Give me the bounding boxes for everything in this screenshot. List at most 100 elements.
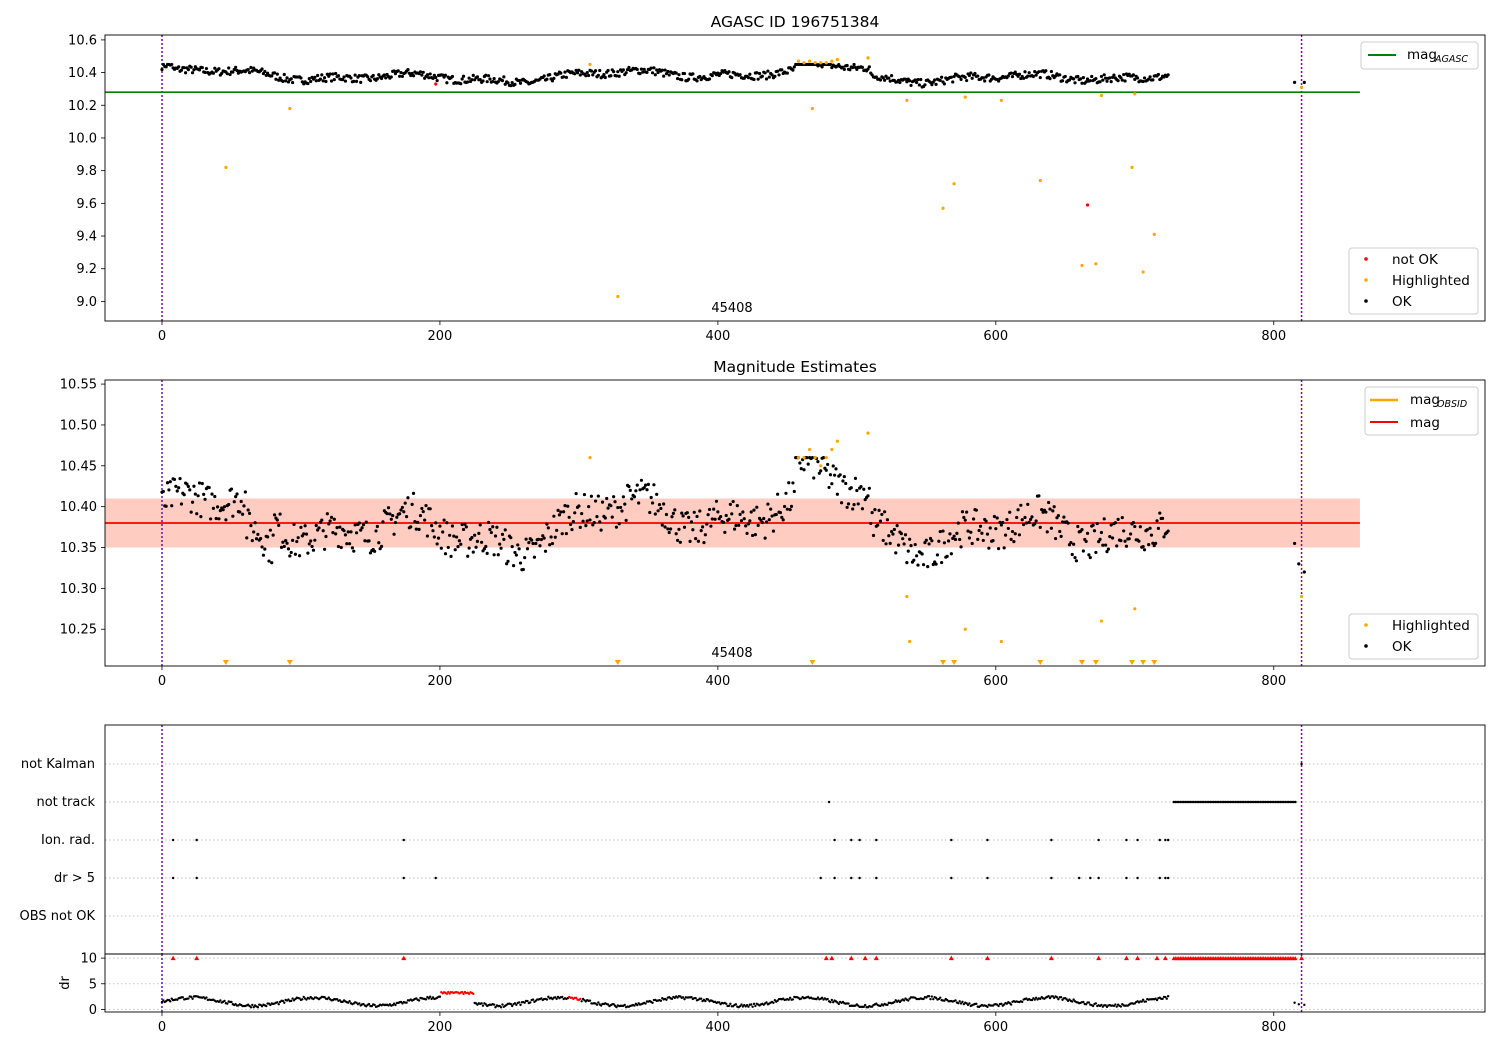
dr-point <box>265 1004 268 1008</box>
y-tick-label: 9.4 <box>76 230 97 245</box>
flag-point <box>402 876 406 880</box>
ok-point <box>307 77 311 81</box>
ok-point <box>1293 541 1297 546</box>
dr-high-point <box>472 992 475 996</box>
flag-point <box>1050 876 1053 880</box>
ok-point <box>731 499 735 504</box>
ok-point <box>281 540 285 544</box>
dr-clipped-marker <box>829 955 835 961</box>
ok-point <box>888 79 892 83</box>
ok-point <box>493 534 498 538</box>
flag-point <box>195 838 198 842</box>
ok-point <box>293 552 297 556</box>
dr-point <box>1055 996 1059 999</box>
dr-axis-label: dr <box>58 976 73 990</box>
dr-point <box>277 1003 280 1006</box>
ok-point <box>983 79 987 83</box>
off-scale-marker <box>809 660 816 665</box>
dr-point <box>747 1005 750 1008</box>
ok-point <box>888 541 892 545</box>
ok-point <box>852 503 856 507</box>
dr-point <box>281 999 285 1003</box>
ok-point <box>545 522 549 526</box>
ok-point <box>974 508 978 512</box>
ok-point <box>785 71 789 75</box>
ok-point <box>353 523 357 527</box>
ok-point <box>484 73 488 77</box>
plot-frame <box>104 379 1486 667</box>
ok-point <box>769 507 773 511</box>
highlighted-point <box>835 57 839 62</box>
panel1-obsid-annotation: 45408 <box>711 301 752 316</box>
ok-point <box>352 79 356 83</box>
ok-point <box>234 495 238 499</box>
ok-point <box>188 488 192 492</box>
ok-point <box>746 522 751 526</box>
ok-point <box>871 533 876 538</box>
ok-point <box>1149 533 1154 537</box>
ok-point <box>261 553 266 557</box>
dr-clipped-marker <box>1154 955 1160 961</box>
ok-point <box>682 71 687 76</box>
ok-point <box>745 531 749 535</box>
ok-point <box>791 481 795 485</box>
ok-point <box>189 65 193 69</box>
flag-point <box>850 838 853 842</box>
ok-point <box>902 542 906 546</box>
ok-point <box>1151 541 1155 545</box>
dr-clipped-marker <box>984 955 990 961</box>
ok-point <box>200 65 204 70</box>
ok-point <box>1135 76 1140 80</box>
ok-point <box>431 76 435 80</box>
ok-point <box>744 524 748 528</box>
ok-point <box>517 547 521 551</box>
ok-point <box>1009 537 1013 541</box>
ok-point <box>842 474 846 479</box>
highlighted-point <box>224 165 228 169</box>
ok-point <box>557 513 562 517</box>
ok-point <box>496 553 500 557</box>
highlighted-point <box>1299 85 1304 89</box>
dr-point <box>826 997 829 1001</box>
ok-point <box>990 77 994 81</box>
ok-point <box>642 486 646 490</box>
y-tick-label: 10.50 <box>60 418 97 433</box>
ok-point <box>1034 73 1038 77</box>
ok-point <box>942 82 946 86</box>
flags-panel: not Kalman not track Ion. rad. dr > 5 OB… <box>20 724 1486 955</box>
ok-point <box>375 77 379 81</box>
ok-point <box>552 514 556 518</box>
highlighted-point <box>796 59 801 63</box>
dr-point <box>428 995 432 998</box>
off-scale-marker <box>1037 660 1044 665</box>
ok-point <box>1120 78 1124 82</box>
ok-point <box>934 82 938 86</box>
ok-point <box>710 74 714 78</box>
legend-mag-obsid-subscript: OBSID <box>1437 399 1467 410</box>
ok-point <box>965 510 969 514</box>
ok-point <box>421 509 425 514</box>
ok-point <box>675 76 680 81</box>
ok-point <box>984 519 988 523</box>
ok-point <box>1142 548 1147 552</box>
dr-point <box>633 1004 636 1007</box>
ok-point <box>653 73 657 77</box>
dr-point <box>1091 1004 1095 1008</box>
ok-point <box>1070 552 1074 557</box>
dr-point <box>815 997 818 1001</box>
ok-point <box>1101 78 1105 82</box>
ok-point <box>591 523 595 527</box>
ok-point <box>500 532 505 536</box>
ok-point <box>416 520 420 524</box>
dr-point <box>499 1006 503 1009</box>
ok-point <box>757 71 762 76</box>
y-tick-label: 10 <box>80 952 97 967</box>
ok-point <box>186 68 190 72</box>
ok-point <box>498 542 502 546</box>
ok-point <box>788 507 792 512</box>
ok-point <box>687 515 691 519</box>
ok-point <box>623 502 627 506</box>
ok-point <box>513 82 517 86</box>
ok-point <box>1016 508 1020 512</box>
dr-point <box>1021 1000 1024 1004</box>
